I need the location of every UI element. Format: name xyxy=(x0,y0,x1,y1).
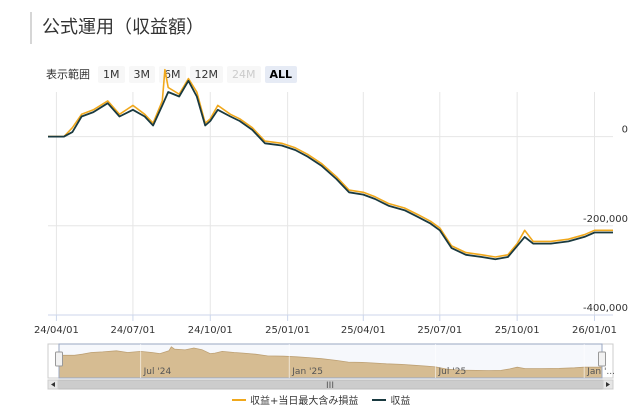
page-title: 公式運用（収益額） xyxy=(42,17,204,38)
scroll-left-icon xyxy=(51,382,55,387)
range-selector: 表示範囲 1M 3M 6M 12M 24M ALL xyxy=(46,64,301,84)
x-tick-label: 25/07/01 xyxy=(417,325,462,336)
navigator-handle-right[interactable] xyxy=(598,351,606,367)
x-tick-label: 25/01/01 xyxy=(265,325,310,336)
legend: 収益+当日最大含み損益 収益 xyxy=(232,392,424,407)
navigator-tick-label: Jan '25 xyxy=(291,367,323,377)
series-line-orange xyxy=(48,68,613,258)
x-tick-label: 24/04/01 xyxy=(34,325,79,336)
navigator-handle-left[interactable] xyxy=(55,351,63,367)
scrollbar-grip: III xyxy=(326,381,334,391)
navigator-tick-label: Jul '24 xyxy=(143,367,172,377)
navigator-tick-label: Jul '25 xyxy=(438,367,467,377)
x-tick-label: 26/01/01 xyxy=(572,325,617,336)
legend-item-dark[interactable]: 収益 xyxy=(372,392,410,407)
y-tick-label: 0 xyxy=(622,125,628,136)
range-button-all[interactable]: ALL xyxy=(264,65,298,83)
legend-label-orange: 収益+当日最大含み損益 xyxy=(250,396,359,407)
series-layer xyxy=(48,68,613,261)
navigator-area xyxy=(58,346,603,379)
legend-swatch-dark xyxy=(372,398,387,401)
range-selector-label: 表示範囲 xyxy=(46,68,90,81)
navigator-selection[interactable] xyxy=(58,343,603,379)
legend-item-orange[interactable]: 収益+当日最大含み損益 xyxy=(232,392,358,407)
y-tick-label: -200,000 xyxy=(583,214,628,225)
range-button-3m[interactable]: 3M xyxy=(128,65,155,83)
legend-label-dark: 収益 xyxy=(390,396,411,407)
x-tick-label: 25/04/01 xyxy=(341,325,386,336)
series-line-dark xyxy=(48,79,613,261)
y-tick-label: -400,000 xyxy=(583,303,628,314)
title-bar: 公式運用（収益額） xyxy=(30,12,204,44)
scroll-right-icon xyxy=(606,382,610,387)
grid-layer xyxy=(48,92,613,316)
range-button-1m[interactable]: 1M xyxy=(98,65,125,83)
x-tick-label: 24/10/01 xyxy=(188,325,233,336)
range-button-12m[interactable]: 12M xyxy=(189,65,223,83)
legend-swatch-orange xyxy=(232,398,246,401)
navigator-tick-label: Jan '... xyxy=(586,367,615,377)
axis-layer: 0 -200,000 -400,000 24/04/01 24/07/01 24/10/0… xyxy=(34,125,628,336)
range-button-24m: 24M xyxy=(227,65,261,83)
x-tick-label: 24/07/01 xyxy=(110,325,155,336)
navigator[interactable]: Jul '24 Jan '25 Jul '25 Jan '... III xyxy=(47,343,615,391)
x-tick-label: 25/10/01 xyxy=(495,325,540,336)
